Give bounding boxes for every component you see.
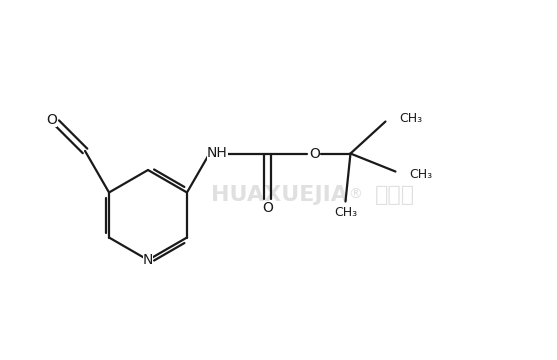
Text: N: N [143,253,153,267]
Text: CH₃: CH₃ [399,112,423,125]
Text: ®: ® [348,188,362,202]
Text: NH: NH [207,145,228,159]
Text: CH₃: CH₃ [334,206,357,219]
Text: HUAXUEJIA: HUAXUEJIA [212,185,349,205]
Text: O: O [262,201,273,215]
Text: O: O [309,147,320,161]
Text: 化学加: 化学加 [375,185,415,205]
Text: CH₃: CH₃ [409,168,433,181]
Text: O: O [46,113,57,127]
